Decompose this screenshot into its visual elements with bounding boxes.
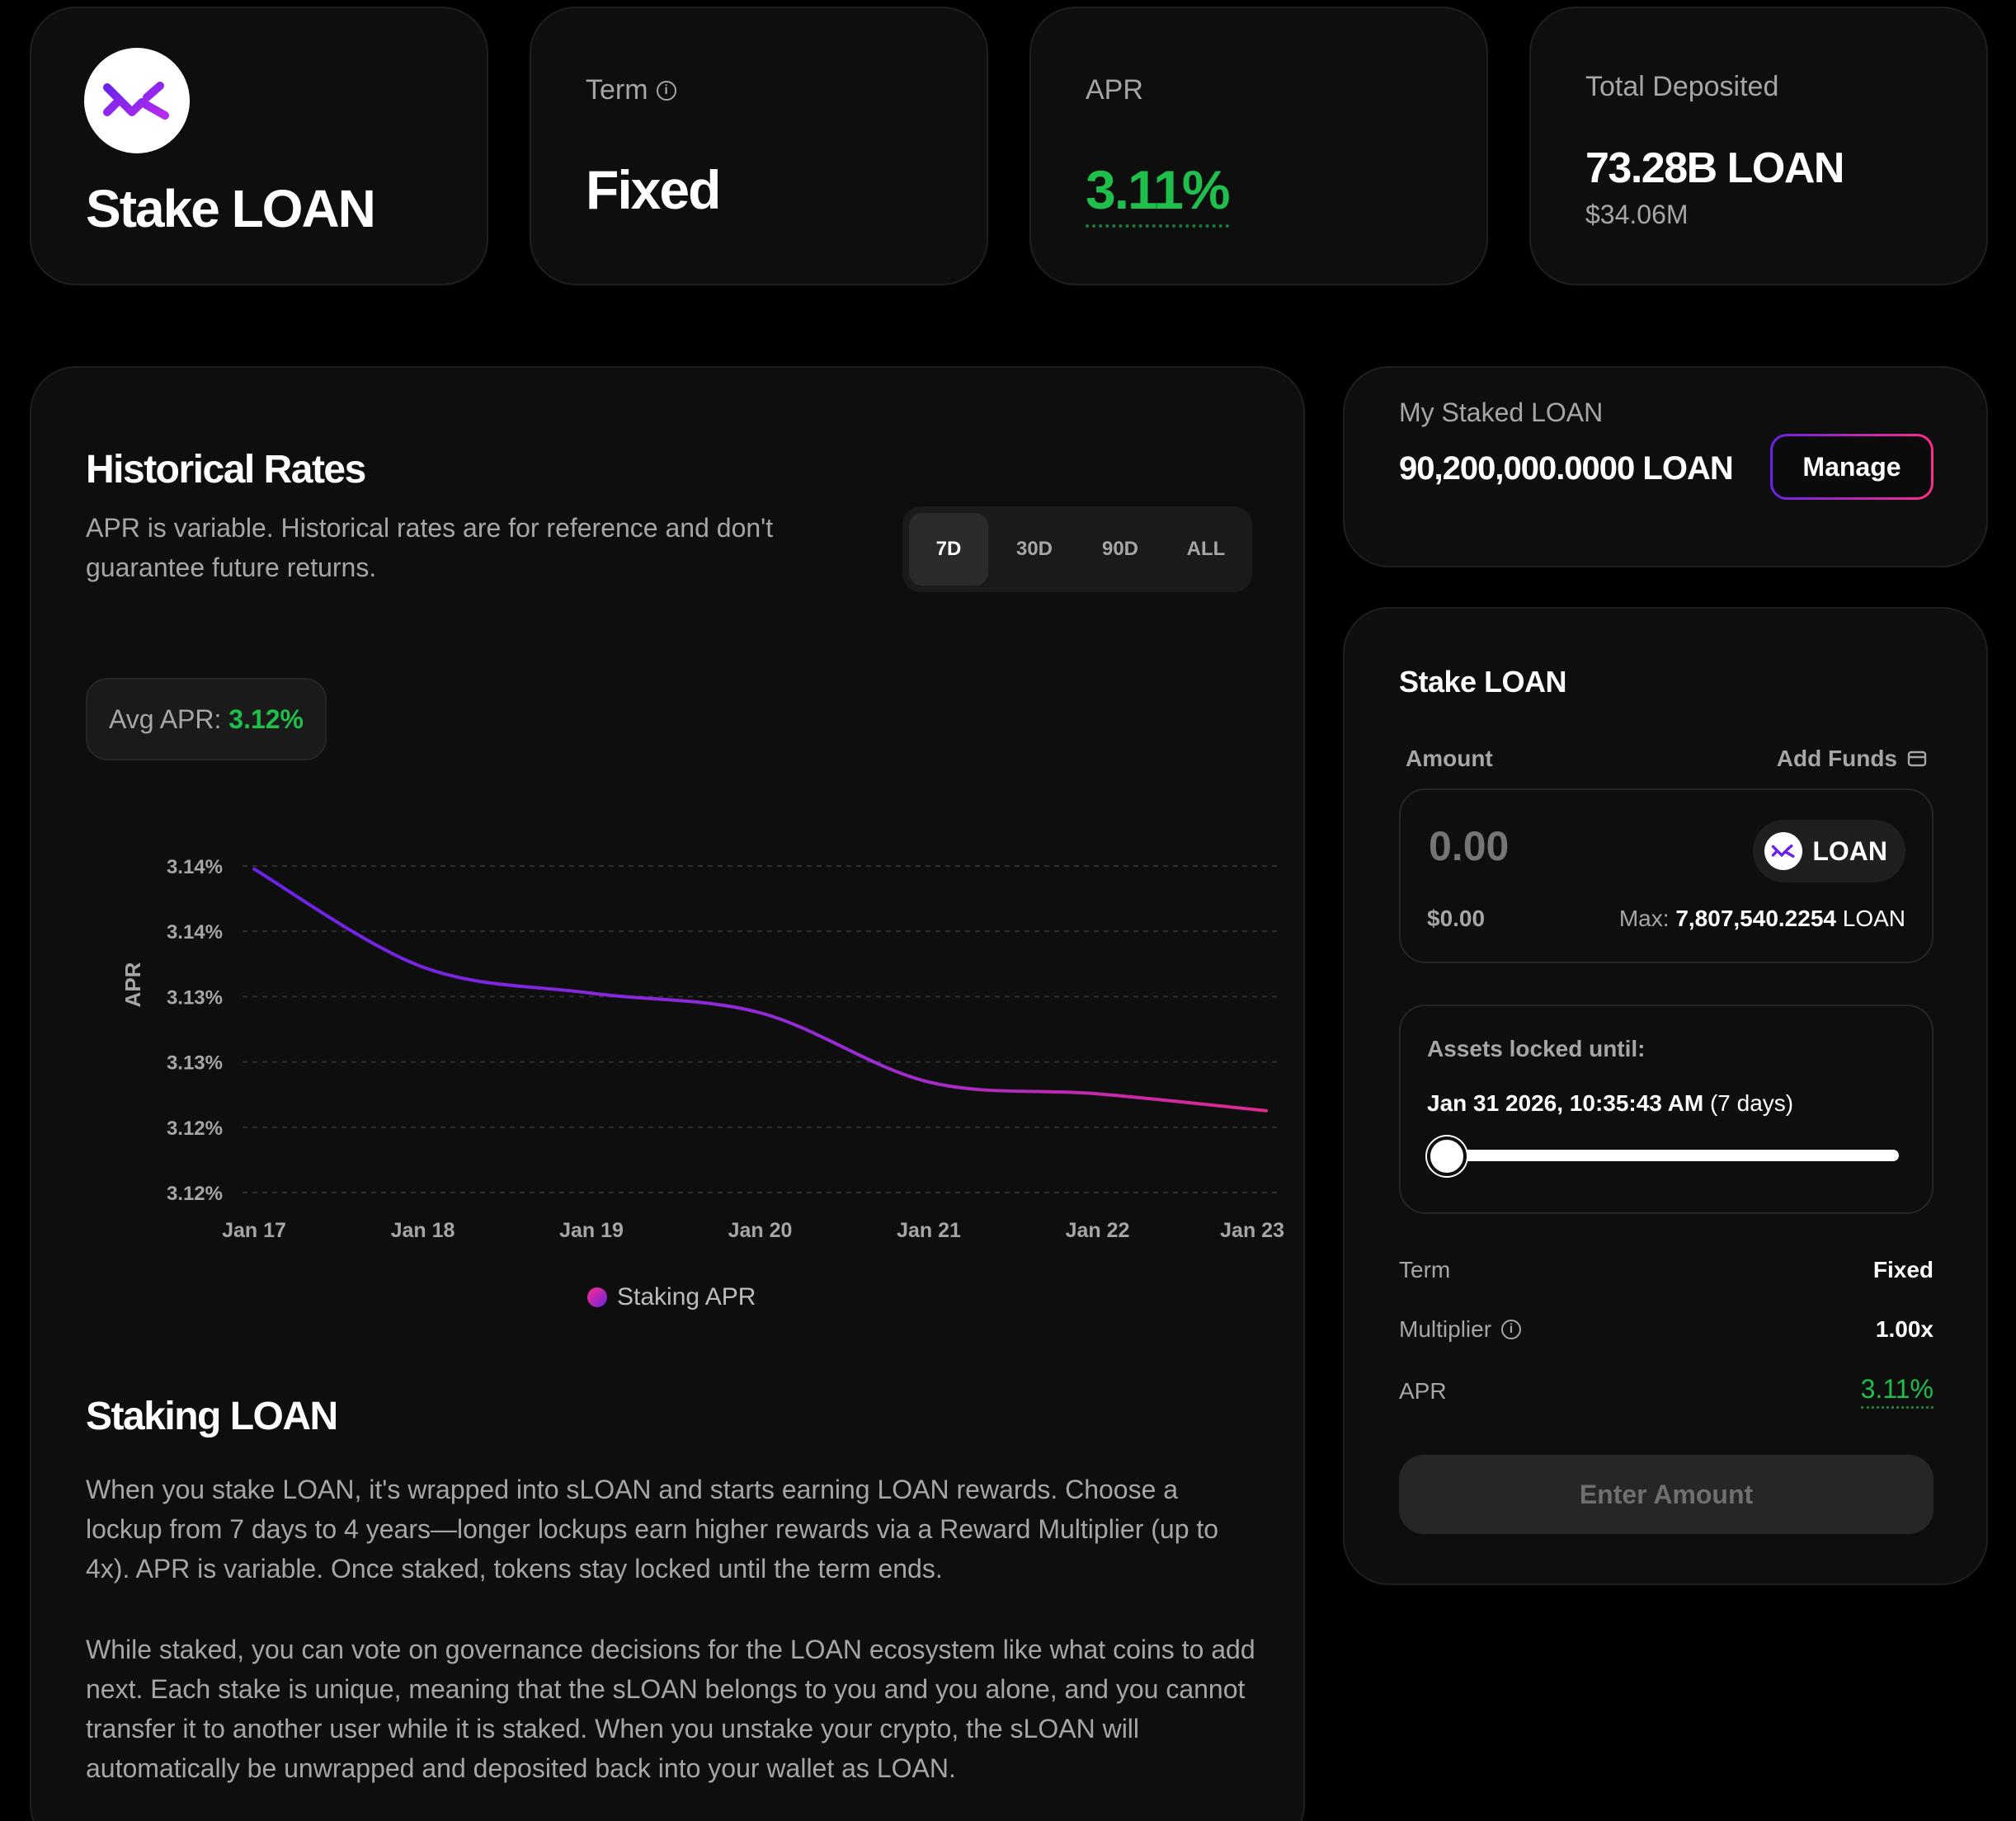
amount-input[interactable] <box>1427 821 1675 871</box>
historical-rates-description: APR is variable. Historical rates are fo… <box>86 513 774 582</box>
loan-token-icon <box>1764 832 1803 870</box>
multiplier-label: Multiplier <box>1399 1316 1492 1342</box>
max-unit: LOAN <box>1842 906 1905 931</box>
page-title: Stake LOAN <box>86 179 376 238</box>
data-point[interactable] <box>752 1005 769 1021</box>
term-label-row: Term i <box>586 74 676 106</box>
term-card: Term i Fixed <box>530 7 988 285</box>
staking-info-paragraph-1: When you stake LOAN, it's wrapped into s… <box>86 1475 1219 1583</box>
y-axis-label: APR <box>120 962 145 1007</box>
total-deposited-value: 73.28B LOAN <box>1585 144 1844 192</box>
data-point[interactable] <box>1258 1103 1274 1119</box>
x-tick-label: Jan 22 <box>1066 1219 1130 1242</box>
data-point[interactable] <box>1090 1085 1106 1102</box>
series-line-staking-apr <box>252 867 1268 1113</box>
max-value: 7,807,540.2254 <box>1675 906 1836 931</box>
y-tick-label: 3.13% <box>167 986 223 1009</box>
stake-title-card: Stake LOAN <box>30 7 488 285</box>
tab-90d[interactable]: 90D <box>1101 538 1139 560</box>
lock-days: (7 days) <box>1709 1090 1794 1116</box>
lock-date-row: Jan 31 2026, 10:35:43 AM (7 days) <box>1427 1090 1793 1117</box>
x-tick-label: Jan 20 <box>728 1219 793 1242</box>
legend-dot-icon <box>587 1287 607 1307</box>
y-tick-label: 3.12% <box>167 1118 223 1140</box>
amount-label: Amount <box>1406 746 1493 771</box>
chart-legend: Staking APR <box>587 1283 756 1311</box>
token-selector[interactable]: LOAN <box>1753 820 1905 882</box>
enter-amount-button[interactable]: Enter Amount <box>1399 1455 1934 1534</box>
token-label: LOAN <box>1812 835 1887 866</box>
term-label: Term <box>586 74 648 106</box>
data-point[interactable] <box>583 985 600 1001</box>
multiplier-label-group: Multiplier i <box>1399 1316 1522 1343</box>
add-funds-label: Add Funds <box>1776 746 1897 771</box>
my-staked-value: 90,200,000.0000 LOAN <box>1399 450 1734 487</box>
x-tick-label: Jan 19 <box>559 1219 624 1242</box>
historical-rates-card: Historical Rates APR is variable. Histor… <box>30 366 1305 1821</box>
loan-logo-icon <box>84 48 190 153</box>
add-funds-link[interactable]: Add Funds <box>1777 746 1927 772</box>
apr-card: APR 3.11% <box>1029 7 1488 285</box>
info-icon[interactable]: i <box>1501 1320 1522 1339</box>
apr-detail-value[interactable]: 3.11% <box>1860 1374 1934 1409</box>
max-label: Max: <box>1618 906 1670 931</box>
y-tick-label: 3.13% <box>167 1052 223 1075</box>
x-tick-label: Jan 18 <box>391 1219 455 1242</box>
my-staked-label: My Staked LOAN <box>1399 398 1604 427</box>
historical-rates-title: Historical Rates <box>86 448 366 492</box>
lock-label: Assets locked until: <box>1427 1036 1646 1061</box>
apr-label: APR <box>1086 74 1143 106</box>
y-tick-label: 3.14% <box>167 856 223 878</box>
avg-apr-pill: Avg APR: 3.12% <box>86 678 327 760</box>
wallet-icon <box>1907 751 1927 767</box>
manage-button[interactable]: Manage <box>1770 434 1934 500</box>
lock-period-box: Assets locked until: Jan 31 2026, 10:35:… <box>1399 1005 1934 1214</box>
tab-7d[interactable]: 7D <box>909 513 988 586</box>
data-point[interactable] <box>415 959 431 976</box>
stake-form-card: Stake LOAN Amount Add Funds LOAN $0.00 <box>1343 607 1988 1585</box>
y-tick-label: 3.14% <box>167 921 223 943</box>
x-tick-label: Jan 17 <box>222 1219 286 1242</box>
data-point[interactable] <box>246 861 262 878</box>
stake-form-title: Stake LOAN <box>1399 665 1567 699</box>
legend-label: Staking APR <box>617 1283 756 1310</box>
info-icon[interactable]: i <box>656 80 676 101</box>
x-tick-label: Jan 21 <box>897 1219 961 1242</box>
apr-row: APR 3.11% <box>1399 1374 1934 1409</box>
lock-slider-track[interactable] <box>1439 1150 1899 1161</box>
tab-30d[interactable]: 30D <box>1015 538 1053 560</box>
data-point[interactable] <box>921 1074 937 1090</box>
range-tabs: 7D 30D 90D ALL <box>902 506 1252 592</box>
avg-apr-label: Avg APR: <box>109 703 222 734</box>
amount-usd-value: $0.00 <box>1427 906 1486 931</box>
amount-input-box: LOAN $0.00 Max: 7,807,540.2254 LOAN <box>1399 788 1934 963</box>
term-detail-value: Fixed <box>1872 1257 1934 1282</box>
lock-slider-handle[interactable] <box>1427 1136 1467 1176</box>
staking-info-paragraph-2: While staked, you can vote on governance… <box>86 1635 1255 1783</box>
multiplier-value: 1.00x <box>1875 1316 1934 1342</box>
apr-line-chart: 3.14% 3.14% 3.13% 3.13% 3.12% 3.12% Jan 17 Jan… <box>120 856 1284 1242</box>
total-deposited-usd: $34.06M <box>1585 200 1689 229</box>
my-staked-card: My Staked LOAN 90,200,000.0000 LOAN Mana… <box>1343 366 1988 567</box>
multiplier-row: Multiplier i 1.00x <box>1399 1316 1934 1343</box>
term-detail-label: Term <box>1399 1257 1451 1282</box>
apr-value[interactable]: 3.11% <box>1086 158 1230 228</box>
y-tick-label: 3.12% <box>167 1183 223 1205</box>
term-row: Term Fixed <box>1399 1257 1934 1283</box>
tab-all[interactable]: ALL <box>1186 538 1226 560</box>
lock-date: Jan 31 2026, 10:35:43 AM <box>1427 1090 1704 1116</box>
total-deposited-label: Total Deposited <box>1585 71 1779 102</box>
avg-apr-value: 3.12% <box>228 703 304 734</box>
term-value: Fixed <box>586 159 721 220</box>
apr-detail-label: APR <box>1399 1378 1447 1404</box>
staking-info-title: Staking LOAN <box>86 1395 338 1438</box>
total-deposited-card: Total Deposited 73.28B LOAN $34.06M <box>1529 7 1988 285</box>
x-tick-label: Jan 23 <box>1220 1219 1284 1242</box>
max-amount[interactable]: Max: 7,807,540.2254 LOAN <box>1619 906 1905 932</box>
